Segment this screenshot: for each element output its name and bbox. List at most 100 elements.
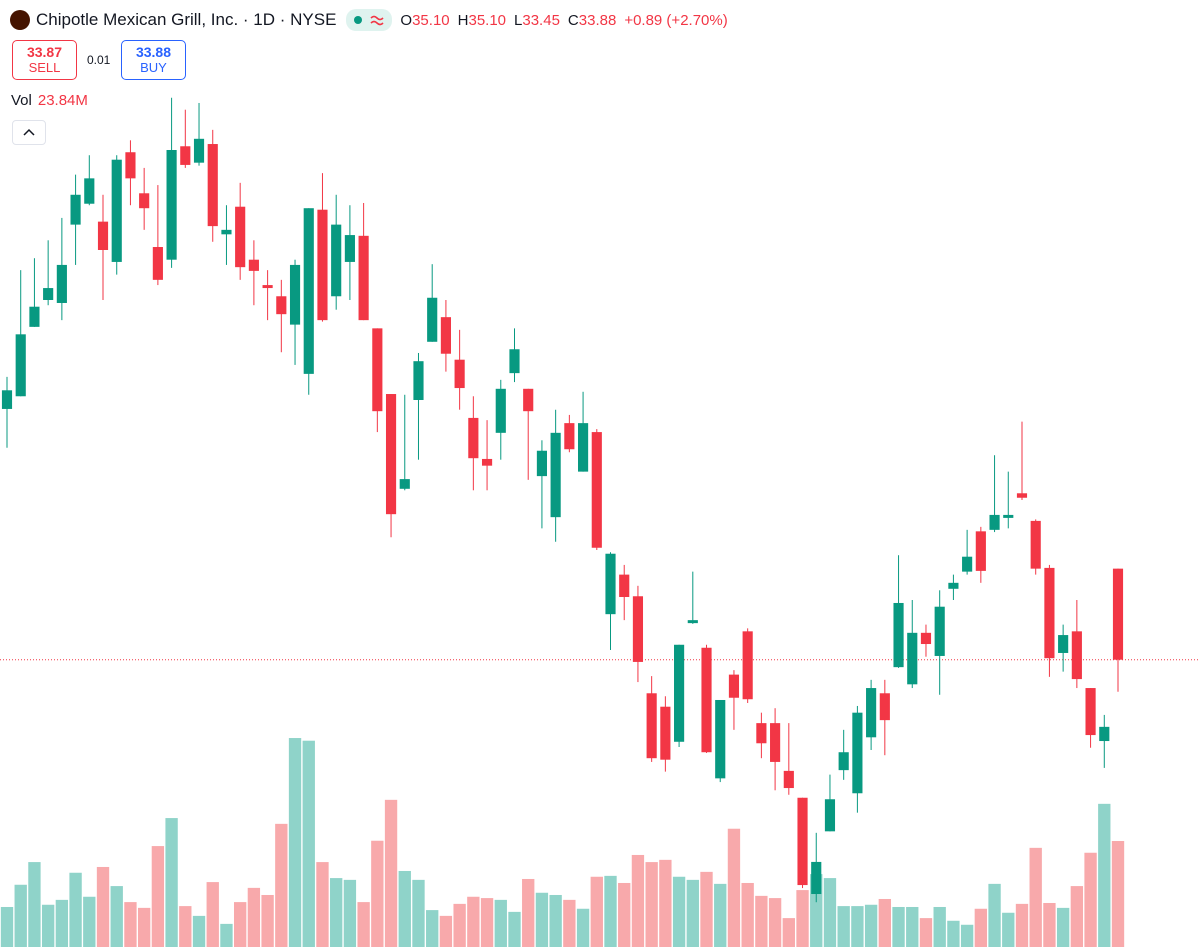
- legend-high: H35.10: [458, 12, 506, 29]
- candle-body: [84, 178, 95, 204]
- legend-open: O35.10: [400, 12, 449, 29]
- volume-bar: [426, 910, 439, 947]
- volume-bar: [1070, 886, 1084, 947]
- volume-bar: [604, 875, 617, 947]
- candle-body: [454, 359, 465, 389]
- volume-bar: [371, 840, 384, 947]
- candle-body: [125, 152, 136, 179]
- volume-bar: [700, 871, 713, 947]
- candle-body: [235, 206, 246, 268]
- candle-body: [385, 394, 397, 515]
- buy-button[interactable]: 33.88 BUY: [121, 40, 186, 80]
- volume-bar: [878, 898, 891, 947]
- volume-bar: [1056, 907, 1070, 947]
- legend-close: C33.88: [568, 12, 616, 29]
- candle-body: [989, 514, 1000, 530]
- volume-bar: [330, 878, 343, 947]
- chevron-icon: [23, 128, 35, 136]
- volume-bar: [741, 882, 754, 947]
- volume-value: 23.84M: [37, 92, 88, 109]
- volume-bar: [864, 904, 878, 947]
- volume-bar: [1015, 903, 1029, 947]
- volume-bar: [467, 896, 480, 947]
- sell-button[interactable]: 33.87 SELL: [12, 40, 77, 80]
- candle-body: [811, 861, 822, 895]
- volume-bar: [137, 907, 151, 947]
- volume-bar: [645, 862, 658, 947]
- candle-body: [605, 553, 616, 615]
- candle-body: [193, 138, 205, 163]
- volume-bar: [906, 906, 919, 947]
- candle-body: [674, 644, 685, 742]
- candle-body: [975, 531, 986, 571]
- volume-bar: [933, 906, 946, 947]
- legend-key: C: [567, 11, 579, 29]
- volume-bar: [974, 908, 988, 947]
- candle-body: [1003, 514, 1014, 518]
- candle-body: [646, 693, 657, 759]
- candle-body: [701, 647, 712, 753]
- candle-body: [111, 159, 122, 262]
- candle-body: [43, 288, 54, 300]
- candle-body: [1016, 493, 1028, 498]
- candle-body: [852, 712, 863, 794]
- candle-body: [934, 606, 945, 656]
- volume-bar: [179, 906, 192, 947]
- candle-body: [15, 334, 26, 397]
- volume-bar: [0, 906, 14, 947]
- candle-body: [728, 674, 740, 698]
- candle-body: [248, 259, 259, 271]
- volume-bar: [316, 862, 329, 947]
- candle-body: [207, 144, 218, 227]
- volume-bar: [343, 879, 357, 947]
- candle-body: [1058, 635, 1069, 653]
- candle-body: [481, 458, 493, 466]
- candle-body: [564, 423, 575, 450]
- candle-body: [770, 723, 781, 762]
- volume-bar: [1084, 852, 1097, 947]
- volume-bar: [549, 894, 562, 947]
- collapse-button[interactable]: [12, 120, 46, 145]
- volume-bar: [453, 903, 466, 947]
- candle-body: [495, 388, 506, 433]
- status-pill[interactable]: [346, 9, 393, 31]
- candle-body: [180, 146, 191, 165]
- candle-body: [523, 388, 534, 412]
- candle-body: [331, 224, 342, 297]
- candle-body: [591, 432, 602, 548]
- candle-body: [632, 596, 644, 662]
- volume-bar: [234, 902, 247, 947]
- candle-body: [262, 285, 273, 289]
- candle-body: [344, 235, 355, 262]
- legend-key: O: [400, 11, 413, 29]
- candle-body: [221, 229, 232, 235]
- volume-bar: [960, 924, 974, 947]
- legend-key: L: [514, 11, 523, 29]
- candle-body: [619, 574, 630, 598]
- volume-bar: [563, 899, 576, 947]
- volume-bar: [672, 876, 686, 947]
- volume-bar: [659, 859, 672, 947]
- legend-low: L33.45: [514, 12, 560, 29]
- candle-body: [372, 328, 383, 412]
- header: Chipotle Mexican Grill, Inc. · 1D · NYSE…: [10, 8, 728, 32]
- buy-label: BUY: [140, 60, 167, 75]
- volume-bar: [83, 896, 96, 947]
- candle-body: [289, 264, 301, 325]
- candle-body: [920, 632, 932, 645]
- logo: [10, 10, 30, 30]
- candle-body: [440, 317, 451, 354]
- volume-bar: [96, 866, 110, 947]
- volume-bar: [535, 892, 549, 947]
- volume-bar: [1002, 912, 1015, 947]
- candle-body: [1099, 726, 1110, 742]
- volume-bar: [1098, 803, 1111, 947]
- volume-bar: [275, 823, 288, 947]
- candle-body: [824, 799, 836, 832]
- candle-body: [427, 297, 438, 342]
- volume-bar: [14, 884, 27, 947]
- sell-price: 33.87: [26, 44, 63, 60]
- volume-bar: [837, 906, 850, 947]
